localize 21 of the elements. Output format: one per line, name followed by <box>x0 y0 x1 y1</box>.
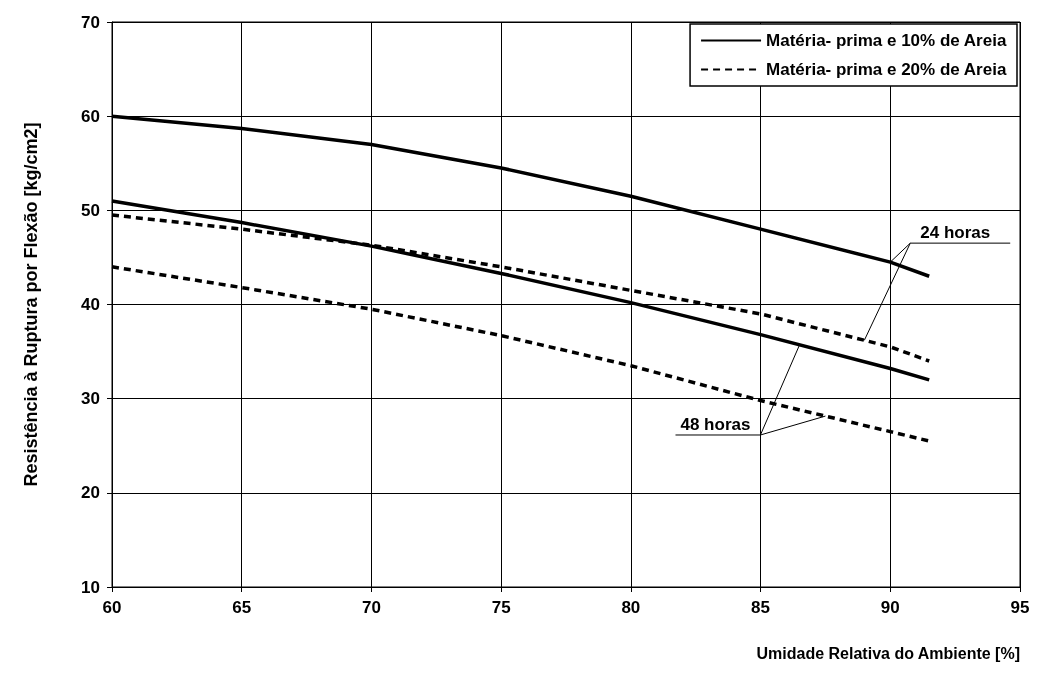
y-tick-label: 40 <box>81 295 100 314</box>
y-tick-label: 70 <box>81 12 100 32</box>
x-tick-label: 90 <box>880 598 900 617</box>
y-tick-label: 20 <box>81 483 100 503</box>
x-tick-label: 80 <box>621 598 641 617</box>
x-tick-label: 85 <box>751 598 771 617</box>
annotation: 24 horas <box>920 223 991 243</box>
y-tick-label: 50 <box>81 200 100 220</box>
x-tick-label: 70 <box>361 598 381 617</box>
y-axis-title: Resistência à Ruptura por Flexão [kg/cm2] <box>21 122 41 487</box>
y-tick-label: 60 <box>81 106 100 126</box>
annotation: 48 horas <box>680 414 751 434</box>
y-tick-label: 30 <box>81 389 100 409</box>
x-tick-label: 95 <box>1010 598 1030 617</box>
y-tick-label: 10 <box>81 577 100 597</box>
legend-label: Matéria- prima e 10% de Areia <box>766 31 1007 50</box>
x-axis-title: Umidade Relativa do Ambiente [%] <box>756 644 1020 662</box>
x-tick-label: 75 <box>491 598 511 617</box>
x-tick-label: 65 <box>232 598 252 617</box>
legend-label: Matéria- prima e 20% de Areia <box>766 60 1007 79</box>
x-tick-label: 60 <box>102 598 122 617</box>
